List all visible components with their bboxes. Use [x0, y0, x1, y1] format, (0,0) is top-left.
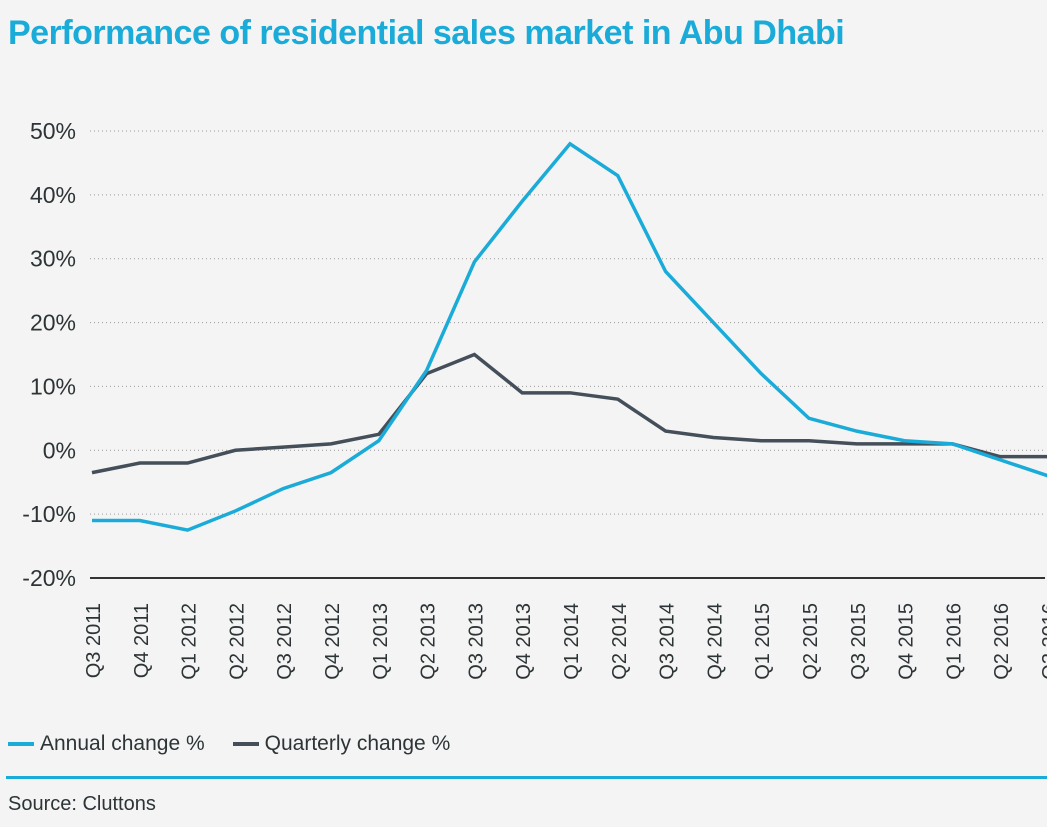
series-line-quarterly: [91, 352, 1047, 475]
x-tick-label: Q4 2013: [513, 603, 535, 680]
x-tick-label: Q1 2015: [752, 603, 774, 680]
legend-label-annual: Annual change %: [40, 732, 205, 755]
divider: [6, 776, 1047, 779]
y-tick-label: 20%: [30, 310, 76, 336]
legend: Annual change % Quarterly change %: [8, 732, 450, 756]
legend-label-quarterly: Quarterly change %: [264, 732, 451, 755]
line-chart: 50% 40% 30% 20% 10% 0% -10% -20% Q3 2011 Q4 2011 Q…: [22, 118, 1047, 680]
x-tick-label: Q2 2015: [800, 603, 822, 680]
chart-title: Performance of residential sales market …: [8, 14, 845, 52]
series-line-annual: [92, 141, 1047, 532]
y-tick-label: -20%: [22, 565, 76, 591]
x-tick-label: Q1 2013: [370, 603, 392, 680]
x-tick-label: Q3 2015: [848, 603, 870, 680]
x-tick-label: Q1 2016: [943, 603, 965, 680]
x-tick-label: Q4 2014: [704, 603, 726, 680]
legend-swatch-annual: [8, 742, 34, 746]
x-tick-label: Q3 2013: [465, 603, 487, 680]
x-tick-label: Q3 2014: [657, 603, 679, 680]
y-tick-label: 30%: [30, 246, 76, 272]
legend-item-annual: Annual change %: [8, 732, 205, 756]
x-tick-label: Q1 2012: [179, 603, 201, 680]
y-tick-label: 50%: [30, 118, 76, 144]
x-tick-label: Q3 2012: [274, 603, 296, 680]
x-tick-label: Q3 2011: [83, 603, 105, 678]
x-tick-label: Q4 2015: [896, 603, 918, 680]
x-tick-label: Q1 2014: [561, 603, 583, 680]
legend-swatch-quarterly: [232, 742, 259, 746]
x-tick-label: Q4 2011: [131, 603, 153, 678]
x-tick-label: Q2 2016: [991, 603, 1013, 680]
x-tick-label: Q2 2013: [418, 603, 440, 680]
legend-item-quarterly: Quarterly change %: [232, 732, 451, 756]
source-note: Source: Cluttons: [8, 793, 156, 815]
y-tick-label: 10%: [30, 373, 76, 399]
y-tick-label: -10%: [22, 501, 76, 527]
x-tick-label: Q3 2016: [1039, 603, 1047, 680]
y-tick-label: 0%: [43, 437, 76, 463]
x-tick-label: Q4 2012: [322, 603, 344, 680]
y-tick-label: 40%: [30, 182, 76, 208]
x-tick-label: Q2 2012: [226, 603, 248, 680]
x-tick-label: Q2 2014: [609, 603, 631, 680]
